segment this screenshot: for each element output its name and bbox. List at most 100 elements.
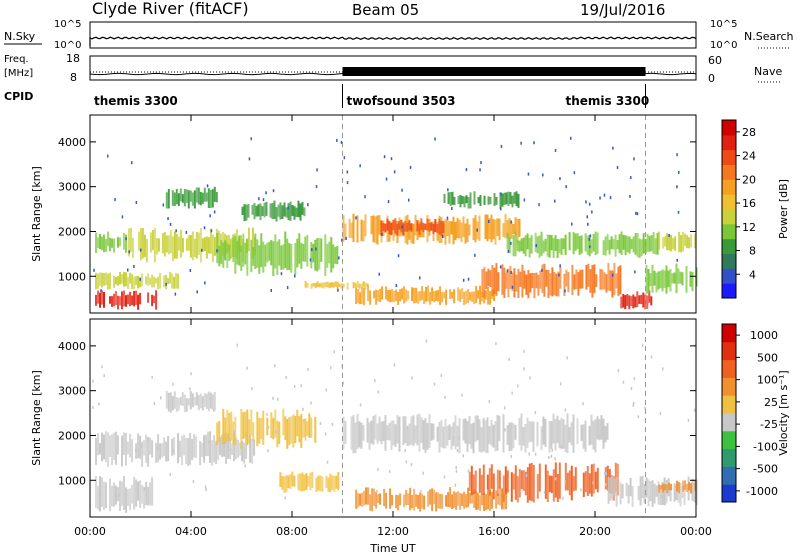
echo-column (217, 441, 220, 461)
echo-speck (309, 258, 312, 262)
echo-column (155, 290, 158, 310)
echo-column (615, 273, 618, 289)
echo-column (675, 485, 678, 500)
echo-column (109, 435, 111, 457)
echo-column (540, 231, 543, 256)
echo-column (488, 218, 491, 240)
colorbar-swatch (722, 430, 736, 450)
echo-column (103, 434, 105, 460)
echo-speck (409, 165, 412, 169)
echo-speck (304, 437, 307, 441)
echo-column (649, 481, 652, 502)
echo-column (209, 229, 212, 254)
nsky-tick-bottom: 10^0 (54, 40, 81, 51)
echo-speck (455, 466, 457, 469)
nave-block (342, 67, 646, 76)
echo-column (291, 205, 294, 216)
echo-speck (341, 238, 343, 242)
echo-column (375, 491, 378, 509)
echo-column (429, 291, 432, 305)
echo-column (584, 471, 587, 493)
echo-column (246, 409, 249, 446)
echo-speck (644, 406, 646, 410)
echo-column (392, 420, 395, 446)
echo-column (159, 272, 162, 289)
echo-column (199, 393, 202, 409)
echo-speck (143, 487, 146, 491)
echo-speck (687, 418, 690, 422)
echo-column (187, 190, 190, 209)
echo-column (115, 431, 117, 465)
echo-speck (617, 369, 620, 373)
echo-column (468, 224, 471, 236)
echo-column (310, 283, 313, 289)
echo-column (588, 425, 591, 446)
echo-column (688, 481, 691, 491)
echo-speck (523, 198, 526, 202)
echo-speck (300, 384, 302, 388)
echo-column (544, 418, 547, 447)
echo-column (466, 421, 469, 452)
echo-column (448, 424, 451, 440)
echo-speck (266, 412, 268, 416)
echo-speck (330, 366, 332, 370)
echo-column (141, 441, 144, 467)
colorbar-swatch (722, 484, 736, 503)
echo-column (451, 291, 454, 299)
echo-column (181, 435, 184, 466)
echo-column (476, 415, 479, 441)
echo-column (121, 435, 123, 467)
echo-column (441, 494, 444, 509)
echo-column (688, 237, 691, 249)
echo-column (324, 282, 327, 288)
echo-column (227, 234, 230, 252)
echo-column (554, 418, 557, 451)
echo-column (376, 215, 379, 245)
echo-speck (346, 170, 349, 174)
echo-column (478, 419, 481, 452)
echo-column (359, 493, 362, 506)
echo-column (661, 482, 664, 505)
echo-column (622, 294, 625, 308)
echo-speck (500, 192, 502, 196)
echo-column (300, 414, 303, 448)
echo-speck (291, 477, 293, 481)
echo-column (560, 238, 563, 256)
echo-column (694, 481, 697, 491)
echo-column (355, 489, 358, 509)
echo-column (473, 489, 476, 508)
freq-tick-bottom: 8 (70, 71, 77, 84)
echo-column (175, 397, 178, 412)
echo-column (441, 292, 444, 303)
echo-column (512, 473, 515, 490)
echo-speck (440, 374, 442, 378)
echo-column (199, 192, 202, 206)
echo-speck (172, 449, 174, 453)
echo-column (434, 219, 437, 233)
echo-column (532, 465, 535, 503)
echo-column (301, 472, 304, 492)
echo-column (139, 292, 142, 305)
echo-column (346, 282, 349, 290)
echo-column (366, 283, 369, 287)
echo-column (404, 416, 407, 444)
echo-column (193, 190, 196, 209)
colorbar-swatch (722, 238, 736, 254)
echo-column (278, 421, 281, 444)
echo-column (665, 265, 668, 294)
echo-speck (333, 350, 336, 354)
echo-column (424, 417, 427, 453)
echo-column (107, 231, 109, 247)
echo-column (171, 273, 174, 289)
echo-column (297, 473, 300, 491)
echo-speck (641, 343, 644, 347)
echo-column (412, 415, 415, 447)
echo-column (354, 282, 357, 288)
echo-speck (612, 273, 614, 277)
echo-column (576, 233, 579, 250)
echo-column (537, 274, 540, 296)
echo-column (574, 233, 577, 251)
echo-column (592, 463, 595, 494)
echo-column (113, 238, 115, 253)
echo-column (649, 273, 652, 287)
